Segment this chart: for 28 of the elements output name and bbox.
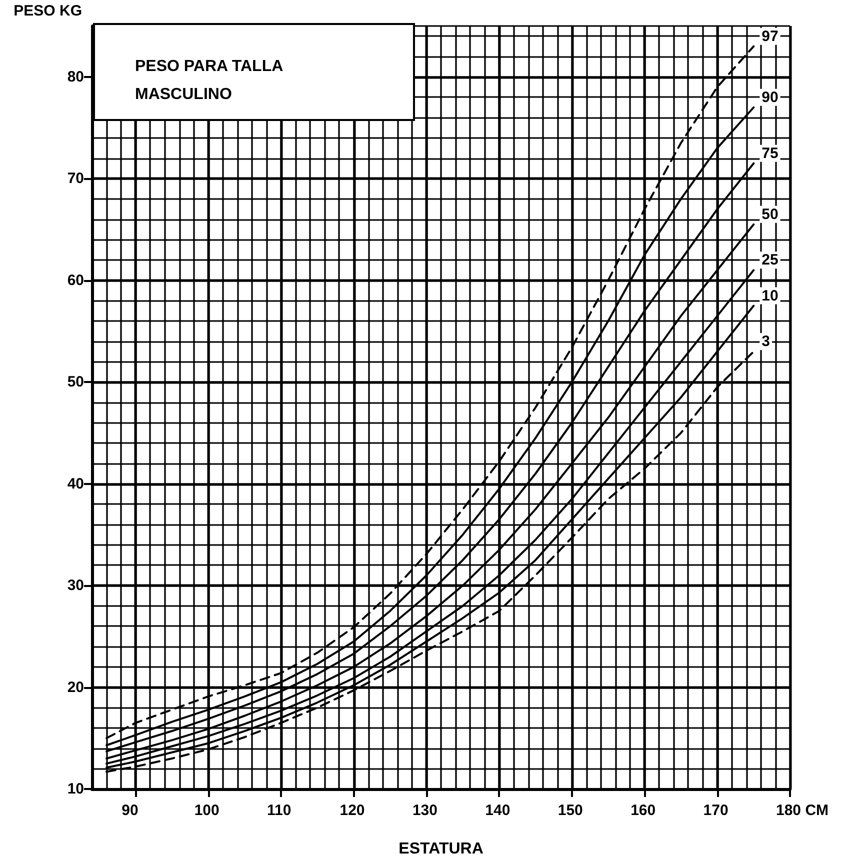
y-tick-label: 70 — [67, 170, 84, 188]
x-tick-label: 110 — [267, 802, 292, 819]
x-tick-label: 160 — [630, 802, 656, 819]
y-tick-label: 30 — [67, 577, 84, 594]
title-panel: PESO PARA TALLA MASCULINO — [93, 23, 415, 121]
series-label: 75 — [762, 144, 778, 162]
x-tick-label: 180 CM — [776, 802, 829, 819]
x-axis-title: ESTATURA — [398, 840, 484, 858]
y-tick-label: 50 — [67, 374, 84, 391]
y-tick-label: 40 — [67, 475, 84, 492]
series-label: 25 — [762, 252, 778, 269]
x-tick-label: 170 — [703, 802, 728, 819]
x-tick-label: 150 — [558, 802, 583, 819]
series-label: 50 — [762, 206, 778, 223]
series-label: 97 — [762, 28, 778, 45]
y-tick-label: 20 — [67, 678, 84, 696]
series-label: 10 — [762, 287, 778, 304]
x-tick-label: 90 — [122, 802, 138, 819]
y-tick-label: 80 — [67, 68, 84, 86]
x-tick-label: 100 — [194, 802, 220, 819]
x-tick-label: 140 — [485, 802, 510, 819]
series-label: 3 — [762, 333, 770, 350]
x-tick-label: 130 — [412, 802, 438, 819]
y-axis-title: PESO KG — [14, 2, 82, 20]
series-label: 90 — [762, 88, 778, 106]
x-tick-label: 120 — [340, 802, 365, 819]
y-tick-label: 10 — [67, 780, 84, 798]
y-tick-label: 60 — [67, 272, 84, 289]
